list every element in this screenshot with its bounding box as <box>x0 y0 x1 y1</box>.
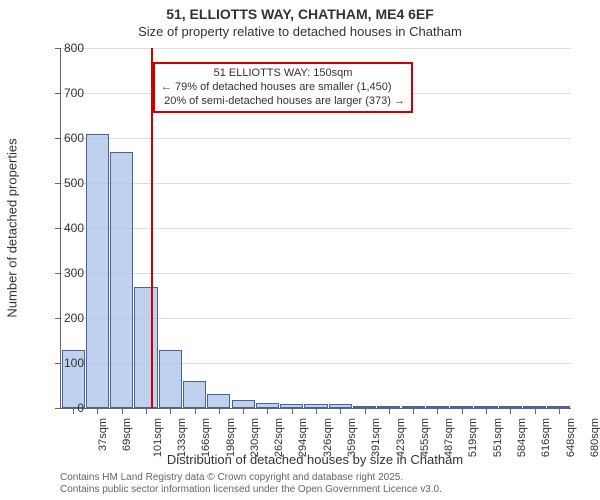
y-tick-label: 200 <box>44 311 84 325</box>
y-tick-label: 600 <box>44 131 84 145</box>
y-tick-label: 800 <box>44 41 84 55</box>
gridline <box>61 273 571 274</box>
y-axis-label: Number of detached properties <box>5 138 20 317</box>
histogram-bar <box>207 394 230 408</box>
x-tick-label: 262sqm <box>273 418 285 457</box>
x-tick <box>316 408 317 414</box>
x-tick <box>559 408 560 414</box>
x-tick-label: 326sqm <box>322 418 334 457</box>
x-tick-label: 101sqm <box>152 418 164 457</box>
x-tick-label: 133sqm <box>176 418 188 457</box>
annotation-line-1: 51 ELLIOTTS WAY: 150sqm <box>161 67 405 81</box>
x-tick <box>97 408 98 414</box>
x-tick-label: 391sqm <box>370 418 382 457</box>
y-tick-label: 0 <box>44 401 84 415</box>
histogram-bar <box>134 287 157 409</box>
chart-container: 51, ELLIOTTS WAY, CHATHAM, ME4 6EF Size … <box>0 0 600 500</box>
x-tick <box>267 408 268 414</box>
x-tick-label: 166sqm <box>200 418 212 457</box>
x-tick <box>195 408 196 414</box>
histogram-bar <box>183 381 206 408</box>
y-tick-label: 700 <box>44 86 84 100</box>
x-tick-label: 359sqm <box>346 418 358 457</box>
gridline <box>61 138 571 139</box>
title-line-1: 51, ELLIOTTS WAY, CHATHAM, ME4 6EF <box>0 6 600 22</box>
y-tick-label: 100 <box>44 356 84 370</box>
gridline <box>61 228 571 229</box>
x-tick <box>462 408 463 414</box>
histogram-bar <box>159 350 182 409</box>
annotation-line-3: 20% of semi-detached houses are larger (… <box>161 95 405 109</box>
x-tick <box>365 408 366 414</box>
x-tick-label: 487sqm <box>443 418 455 457</box>
footer-attribution: Contains HM Land Registry data © Crown c… <box>60 472 442 496</box>
x-tick <box>243 408 244 414</box>
x-tick-label: 69sqm <box>121 418 133 451</box>
x-tick <box>122 408 123 414</box>
x-tick-label: 616sqm <box>540 418 552 457</box>
x-tick <box>292 408 293 414</box>
x-tick <box>146 408 147 414</box>
x-tick-label: 198sqm <box>225 418 237 457</box>
plot-area: 51 ELLIOTTS WAY: 150sqm← 79% of detached… <box>60 48 571 409</box>
histogram-bar <box>110 152 133 409</box>
x-tick <box>510 408 511 414</box>
y-tick-label: 400 <box>44 221 84 235</box>
y-tick-label: 300 <box>44 266 84 280</box>
title-line-2: Size of property relative to detached ho… <box>0 24 600 39</box>
x-tick-label: 551sqm <box>492 418 504 457</box>
x-tick-label: 519sqm <box>468 418 480 457</box>
x-tick-label: 455sqm <box>419 418 431 457</box>
gridline <box>61 48 571 49</box>
x-tick-label: 37sqm <box>97 418 109 451</box>
x-tick-label: 648sqm <box>565 418 577 457</box>
x-tick-label: 294sqm <box>298 418 310 457</box>
gridline <box>61 183 571 184</box>
histogram-bar <box>86 134 109 409</box>
annotation-line-2: ← 79% of detached houses are smaller (1,… <box>161 81 405 95</box>
x-tick <box>413 408 414 414</box>
x-tick <box>219 408 220 414</box>
x-tick-label: 230sqm <box>249 418 261 457</box>
histogram-bar <box>232 400 255 408</box>
x-tick <box>486 408 487 414</box>
y-tick-label: 500 <box>44 176 84 190</box>
footer-line-2: Contains public sector information licen… <box>60 484 442 496</box>
x-tick <box>170 408 171 414</box>
x-tick <box>389 408 390 414</box>
x-tick-label: 680sqm <box>589 418 600 457</box>
x-tick <box>340 408 341 414</box>
annotation-box: 51 ELLIOTTS WAY: 150sqm← 79% of detached… <box>153 62 413 113</box>
footer-line-1: Contains HM Land Registry data © Crown c… <box>60 472 442 484</box>
x-tick-label: 423sqm <box>395 418 407 457</box>
x-tick-label: 584sqm <box>516 418 528 457</box>
x-tick <box>437 408 438 414</box>
x-tick <box>535 408 536 414</box>
